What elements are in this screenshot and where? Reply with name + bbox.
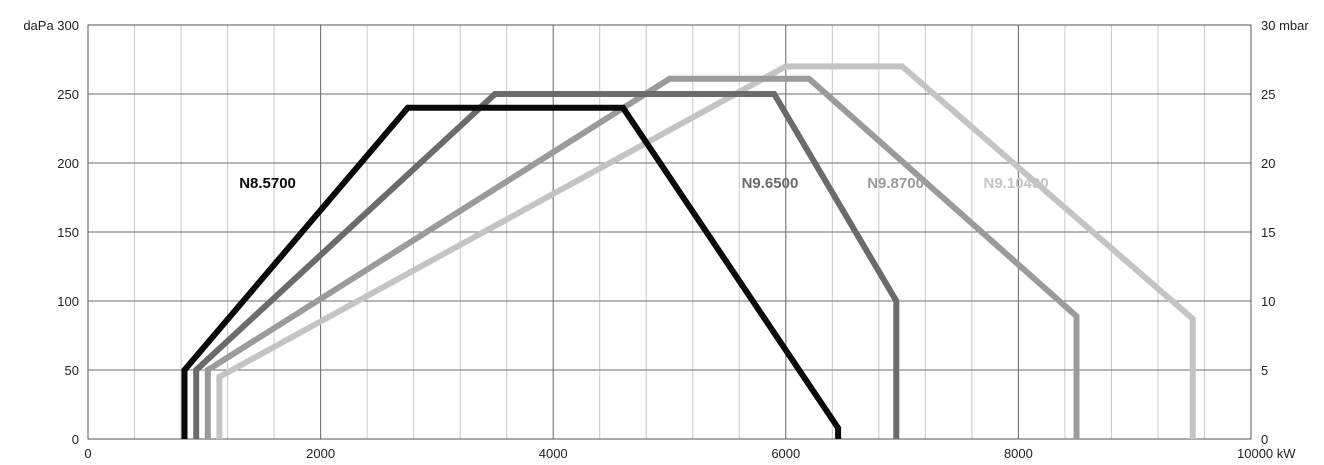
series-label-n9-10400: N9.10400 <box>984 175 1049 192</box>
x-tick-label: 4000 <box>539 446 568 461</box>
y-right-tick-label: 10 <box>1261 294 1275 309</box>
series-label-n8-5700: N8.5700 <box>239 175 296 192</box>
series-line-n9-10400 <box>216 63 1196 439</box>
y-left-tick-label: daPa 300 <box>23 18 79 33</box>
y-left-tick-label: 200 <box>57 156 79 171</box>
x-tick-label: 0 <box>84 446 91 461</box>
y-right-tick-label: 5 <box>1261 363 1268 378</box>
axis-labels: 0 2000 4000 6000 8000 10000 kW050100150200250… <box>23 18 1309 461</box>
y-right-tick-label: 30 mbar <box>1261 18 1309 33</box>
y-left-tick-label: 150 <box>57 225 79 240</box>
y-left-tick-label: 50 <box>65 363 79 378</box>
series-label-n9-8700: N9.8700 <box>867 175 924 192</box>
y-right-tick-label: 20 <box>1261 156 1275 171</box>
y-left-tick-label: 100 <box>57 294 79 309</box>
series-layer: N9.10400 N9.8700 N9.6500 N8.5700 <box>181 63 1196 439</box>
series-line-n9-8700 <box>204 75 1080 439</box>
y-left-tick-label: 0 <box>72 432 79 447</box>
y-right-tick-label: 25 <box>1261 87 1275 102</box>
series-line-n8-5700 <box>181 104 842 439</box>
series-line-n9-6500 <box>193 91 900 439</box>
y-right-tick-label: 15 <box>1261 225 1275 240</box>
x-tick-label: 2000 <box>306 446 335 461</box>
x-tick-label: 8000 <box>1004 446 1033 461</box>
series-label-n9-6500: N9.6500 <box>742 175 799 192</box>
y-right-tick-label: 0 <box>1261 432 1268 447</box>
x-tick-label: 10000 kW <box>1237 446 1296 461</box>
plot-frame <box>87 24 1252 440</box>
y-left-tick-label: 250 <box>57 87 79 102</box>
x-tick-label: 6000 <box>771 446 800 461</box>
